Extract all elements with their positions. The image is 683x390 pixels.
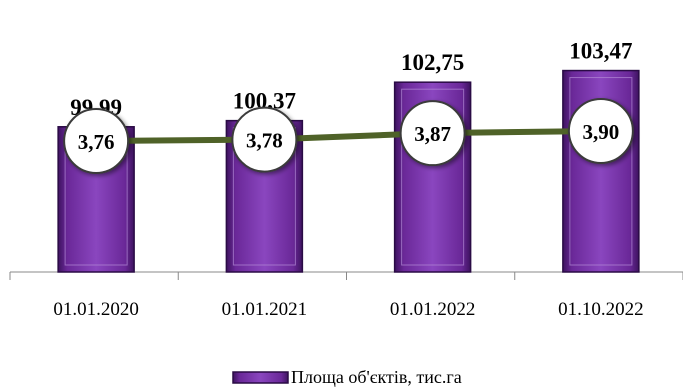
line-point-label: 3,78 <box>246 129 283 153</box>
line-point-group: 3,87 <box>399 100 466 167</box>
bar-value-label: 102,75 <box>401 50 464 75</box>
line-point-group: 3,76 <box>63 108 130 174</box>
line-point-marker <box>567 98 634 164</box>
legend-label: Площа об'єктів, тис.га <box>291 367 462 387</box>
legend: Площа об'єктів, тис.га <box>232 367 462 387</box>
x-axis: 01.01.2020 01.01.2021 01.01.2022 01.10.2022 <box>9 271 683 320</box>
line-point-label: 3,90 <box>583 120 620 144</box>
x-tick-label: 01.10.2022 <box>558 299 644 320</box>
legend-swatch <box>232 371 289 384</box>
line-point-marker <box>63 108 130 174</box>
x-tick-label: 01.01.2020 <box>53 299 139 320</box>
line-point-group: 3,90 <box>567 98 634 164</box>
bar-bevel <box>401 88 465 266</box>
x-tick-label: 01.01.2021 <box>222 299 308 320</box>
line-point-label: 3,76 <box>78 130 115 154</box>
bar-bevel <box>569 77 633 266</box>
bar-value-label: 103,47 <box>569 39 632 64</box>
line-series: 3,76 3,78 3,87 3,90 <box>63 98 634 174</box>
line-point-marker <box>399 100 466 167</box>
line-point-group: 3,78 <box>231 106 298 173</box>
x-tick-label: 01.01.2022 <box>390 299 476 320</box>
line-path <box>96 128 601 144</box>
line-point-label: 3,87 <box>414 122 451 146</box>
line-point-marker <box>231 106 298 173</box>
